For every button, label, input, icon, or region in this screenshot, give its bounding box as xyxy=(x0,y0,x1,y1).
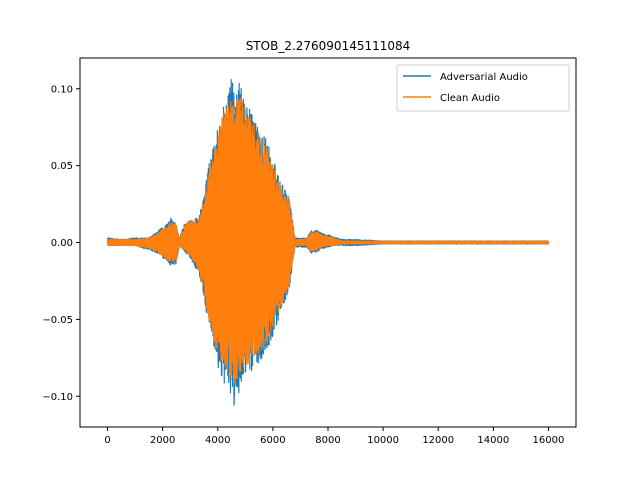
chart-title: STOB_2.276090145111084 xyxy=(246,39,411,53)
y-tick-label: 0.10 xyxy=(51,84,73,95)
x-tick-label: 8000 xyxy=(315,435,340,446)
x-axis: 0 2000 4000 6000 8000 10000 12000 14000 16000 xyxy=(104,427,564,446)
x-tick-label: 0 xyxy=(104,435,110,446)
x-tick-label: 10000 xyxy=(367,435,399,446)
y-tick-label: −0.10 xyxy=(42,392,73,403)
legend-label-adversarial: Adversarial Audio xyxy=(440,72,528,83)
series-layer xyxy=(106,79,550,406)
legend-label-clean: Clean Audio xyxy=(440,93,500,104)
y-tick-label: −0.05 xyxy=(42,315,73,326)
x-tick-label: 2000 xyxy=(150,435,175,446)
x-tick-label: 4000 xyxy=(205,435,230,446)
x-tick-label: 16000 xyxy=(533,435,565,446)
x-tick-label: 12000 xyxy=(422,435,454,446)
x-tick-label: 6000 xyxy=(260,435,285,446)
legend: Adversarial Audio Clean Audio xyxy=(396,64,570,112)
y-tick-label: 0.00 xyxy=(51,238,73,249)
y-tick-label: 0.05 xyxy=(51,161,73,172)
y-axis: −0.10 −0.05 0.00 0.05 0.10 xyxy=(42,84,80,403)
legend-box xyxy=(396,64,570,112)
x-tick-label: 14000 xyxy=(477,435,509,446)
series-line-clean-audio xyxy=(106,98,550,384)
